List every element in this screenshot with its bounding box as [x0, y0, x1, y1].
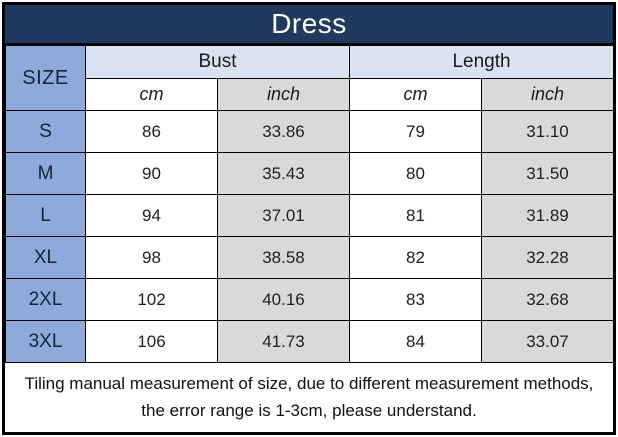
unit-header-row: cm inch cm inch — [6, 78, 614, 111]
bust-inch-header: inch — [217, 78, 350, 111]
size-cell: 2XL — [5, 278, 86, 321]
table-row-m: M 90 35.43 80 31.50 — [5, 152, 614, 195]
bust-cm-header: cm — [85, 78, 218, 111]
length-cm-cell: 81 — [349, 194, 482, 237]
size-cell: 3XL — [5, 320, 86, 363]
bust-cm-cell: 98 — [85, 236, 218, 279]
measurement-note: Tiling manual measurement of size, due t… — [5, 363, 613, 432]
size-column-header: SIZE — [5, 45, 86, 111]
size-cell: M — [5, 152, 86, 195]
bust-cm-cell: 102 — [85, 278, 218, 321]
bust-group-header: Bust — [85, 45, 350, 79]
length-cm-cell: 82 — [349, 236, 482, 279]
size-cell: S — [5, 110, 86, 153]
bust-inch-cell: 40.16 — [217, 278, 350, 321]
bust-inch-cell: 37.01 — [217, 194, 350, 237]
bust-cm-cell: 86 — [85, 110, 218, 153]
bust-inch-cell: 38.58 — [217, 236, 350, 279]
length-inch-cell: 32.28 — [481, 236, 614, 279]
length-cm-cell: 84 — [349, 320, 482, 363]
bust-inch-cell: 33.86 — [217, 110, 350, 153]
chart-title: Dress — [271, 8, 347, 39]
table-row-2xl: 2XL 102 40.16 83 32.68 — [5, 278, 614, 321]
table-row-xl: XL 98 38.58 82 32.28 — [5, 236, 614, 279]
length-cm-cell: 80 — [349, 152, 482, 195]
size-cell: XL — [5, 236, 86, 279]
bust-cm-cell: 90 — [85, 152, 218, 195]
table-row-l: L 94 37.01 81 31.89 — [5, 194, 614, 237]
chart-title-bar: Dress — [5, 5, 613, 45]
length-inch-cell: 31.10 — [481, 110, 614, 153]
bust-inch-cell: 41.73 — [217, 320, 350, 363]
bust-cm-cell: 94 — [85, 194, 218, 237]
length-cm-cell: 79 — [349, 110, 482, 153]
length-inch-cell: 33.07 — [481, 320, 614, 363]
bust-cm-cell: 106 — [85, 320, 218, 363]
bust-inch-cell: 35.43 — [217, 152, 350, 195]
length-inch-header: inch — [481, 78, 614, 111]
group-header-row: SIZE Bust Length — [5, 45, 614, 111]
measurements-table: SIZE Bust Length cm inch cm inch S 86 33… — [5, 45, 614, 363]
size-cell: L — [5, 194, 86, 237]
note-line-1: Tiling manual measurement of size, due t… — [24, 374, 594, 394]
length-inch-cell: 32.68 — [481, 278, 614, 321]
note-line-2: the error range is 1-3cm, please underst… — [141, 400, 477, 420]
table-row-s: S 86 33.86 79 31.10 — [5, 110, 614, 153]
length-cm-header: cm — [349, 78, 482, 111]
length-cm-cell: 83 — [349, 278, 482, 321]
length-inch-cell: 31.89 — [481, 194, 614, 237]
length-group-header: Length — [349, 45, 614, 79]
table-row-3xl: 3XL 106 41.73 84 33.07 — [5, 320, 614, 363]
length-inch-cell: 31.50 — [481, 152, 614, 195]
